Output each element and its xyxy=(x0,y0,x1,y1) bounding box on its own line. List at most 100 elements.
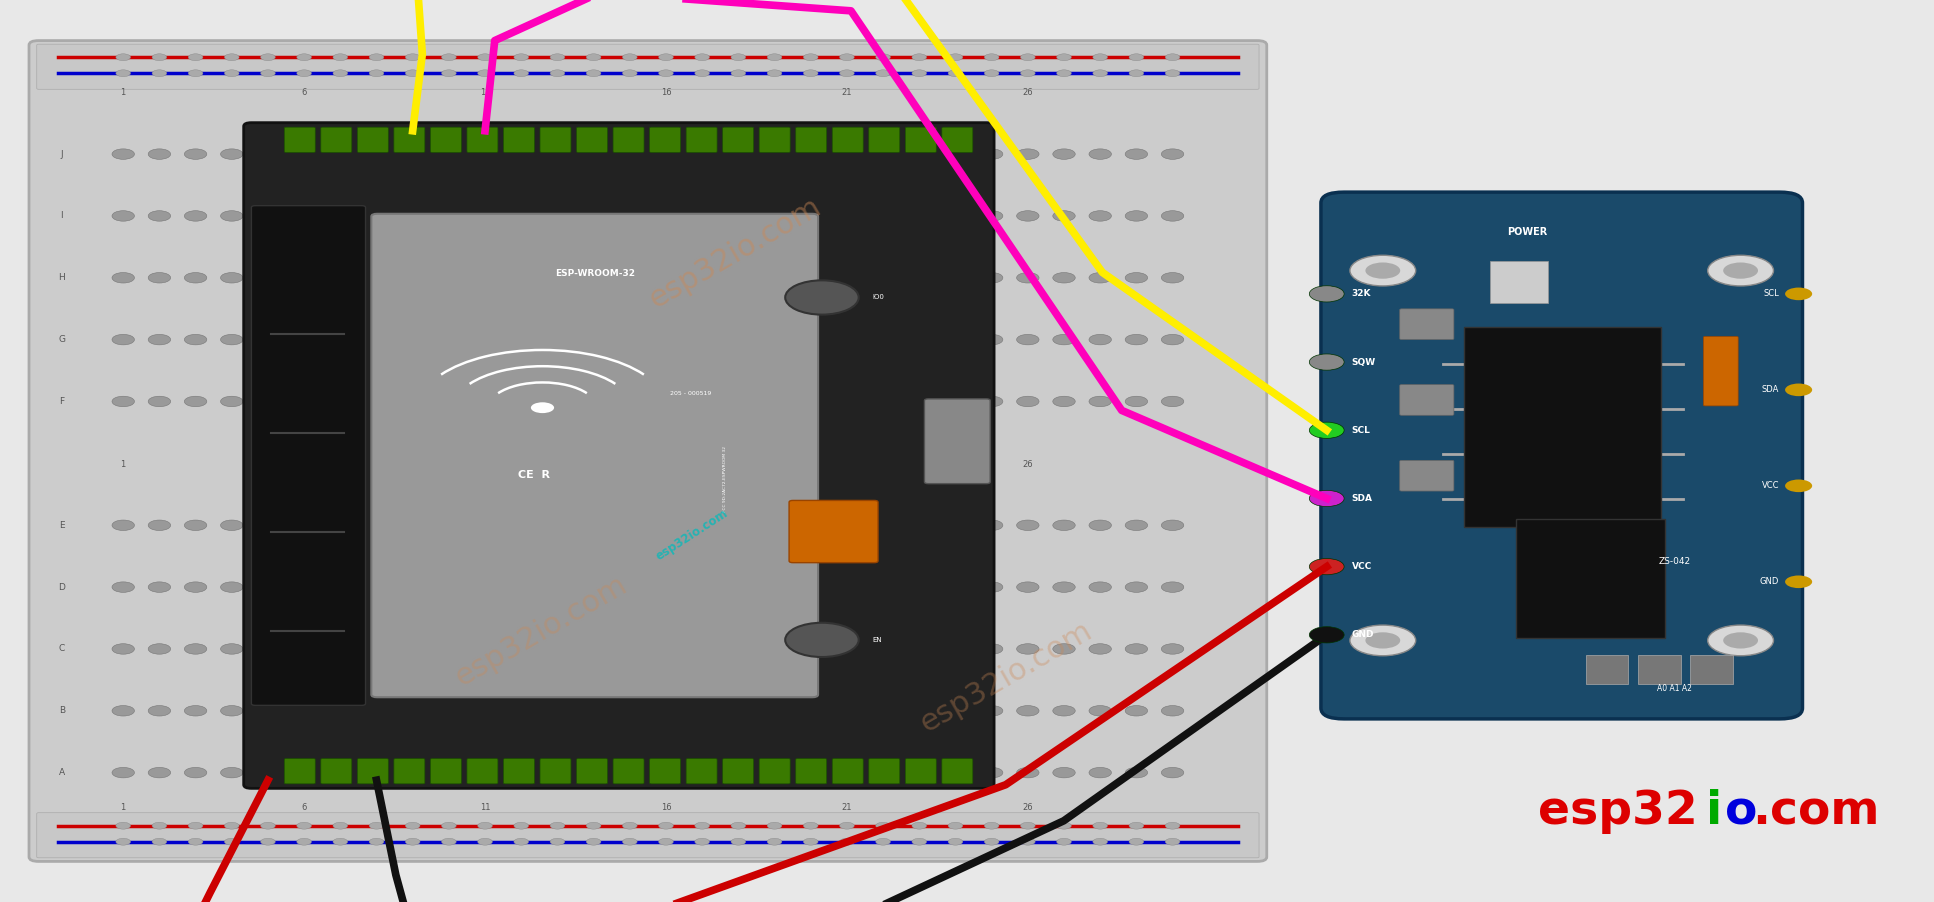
FancyBboxPatch shape xyxy=(321,127,352,152)
Circle shape xyxy=(981,768,1004,778)
Circle shape xyxy=(1052,705,1075,716)
Circle shape xyxy=(188,823,203,829)
Circle shape xyxy=(1126,149,1147,160)
Circle shape xyxy=(582,272,605,283)
Circle shape xyxy=(188,838,203,845)
Circle shape xyxy=(1126,582,1147,593)
Text: IO0: IO0 xyxy=(872,294,884,300)
Circle shape xyxy=(1017,582,1039,593)
Circle shape xyxy=(333,54,348,60)
Circle shape xyxy=(835,582,859,593)
Circle shape xyxy=(981,705,1004,716)
Circle shape xyxy=(764,211,785,221)
Circle shape xyxy=(545,705,569,716)
Circle shape xyxy=(944,582,967,593)
FancyBboxPatch shape xyxy=(723,127,754,152)
FancyBboxPatch shape xyxy=(832,127,863,152)
Circle shape xyxy=(835,335,859,345)
Circle shape xyxy=(913,54,926,60)
Circle shape xyxy=(981,396,1004,407)
Circle shape xyxy=(619,768,640,778)
Circle shape xyxy=(694,823,710,829)
Circle shape xyxy=(835,705,859,716)
Circle shape xyxy=(402,335,424,345)
FancyBboxPatch shape xyxy=(251,206,366,705)
Circle shape xyxy=(799,396,822,407)
FancyBboxPatch shape xyxy=(942,759,973,784)
Circle shape xyxy=(835,396,859,407)
Text: 1: 1 xyxy=(120,460,126,469)
Text: H: H xyxy=(58,273,66,282)
Circle shape xyxy=(329,520,352,530)
Circle shape xyxy=(1129,54,1143,60)
Circle shape xyxy=(112,335,135,345)
Circle shape xyxy=(112,644,135,654)
Circle shape xyxy=(257,520,278,530)
Circle shape xyxy=(764,520,785,530)
Circle shape xyxy=(872,272,894,283)
Circle shape xyxy=(1785,480,1812,492)
Circle shape xyxy=(545,335,569,345)
Circle shape xyxy=(257,396,278,407)
Circle shape xyxy=(153,69,166,77)
Circle shape xyxy=(803,823,818,829)
Circle shape xyxy=(582,520,605,530)
Circle shape xyxy=(785,281,859,315)
Text: 11: 11 xyxy=(480,88,491,97)
Circle shape xyxy=(909,582,930,593)
Circle shape xyxy=(1126,768,1147,778)
Text: B: B xyxy=(58,706,66,715)
Circle shape xyxy=(1021,54,1035,60)
Circle shape xyxy=(514,54,528,60)
Circle shape xyxy=(261,54,275,60)
Circle shape xyxy=(437,396,460,407)
Circle shape xyxy=(437,149,460,160)
Circle shape xyxy=(839,54,855,60)
Circle shape xyxy=(149,582,170,593)
Text: esp32io.com: esp32io.com xyxy=(654,506,731,563)
Circle shape xyxy=(112,211,135,221)
Circle shape xyxy=(690,768,714,778)
Circle shape xyxy=(149,149,170,160)
Circle shape xyxy=(1052,582,1075,593)
FancyBboxPatch shape xyxy=(540,127,571,152)
Circle shape xyxy=(1052,149,1075,160)
Circle shape xyxy=(1126,520,1147,530)
Circle shape xyxy=(474,211,497,221)
Circle shape xyxy=(149,211,170,221)
Text: SDA: SDA xyxy=(1762,385,1779,394)
Circle shape xyxy=(690,149,714,160)
Circle shape xyxy=(1164,54,1180,60)
Circle shape xyxy=(292,272,315,283)
Circle shape xyxy=(1160,396,1184,407)
Text: esp32io.com: esp32io.com xyxy=(644,191,826,314)
Circle shape xyxy=(511,396,532,407)
FancyBboxPatch shape xyxy=(789,501,878,563)
Circle shape xyxy=(545,272,569,283)
Circle shape xyxy=(799,149,822,160)
Circle shape xyxy=(441,838,456,845)
Circle shape xyxy=(514,838,528,845)
Circle shape xyxy=(112,272,135,283)
Circle shape xyxy=(799,520,822,530)
Circle shape xyxy=(799,644,822,654)
Circle shape xyxy=(582,396,605,407)
Circle shape xyxy=(799,768,822,778)
Circle shape xyxy=(184,272,207,283)
Circle shape xyxy=(803,69,818,77)
Circle shape xyxy=(292,211,315,221)
Circle shape xyxy=(803,838,818,845)
Circle shape xyxy=(1160,335,1184,345)
Circle shape xyxy=(981,211,1004,221)
Circle shape xyxy=(582,211,605,221)
Circle shape xyxy=(799,272,822,283)
Circle shape xyxy=(1350,255,1416,286)
Text: .com: .com xyxy=(1752,789,1880,834)
Text: 11: 11 xyxy=(480,460,491,469)
Circle shape xyxy=(511,705,532,716)
Circle shape xyxy=(369,838,383,845)
Circle shape xyxy=(402,768,424,778)
Circle shape xyxy=(292,582,315,593)
Circle shape xyxy=(1017,211,1039,221)
Circle shape xyxy=(1089,705,1112,716)
